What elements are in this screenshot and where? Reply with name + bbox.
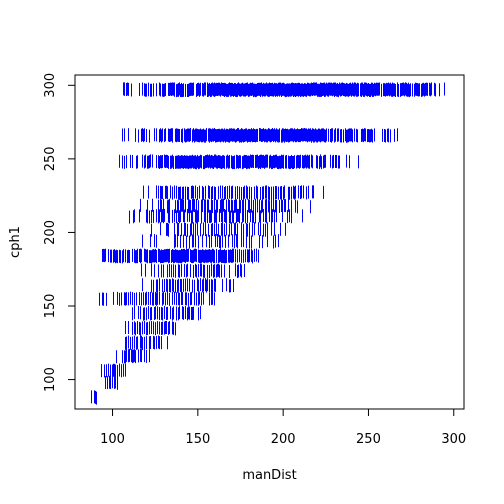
band-155 (99, 291, 215, 306)
band-211 (129, 208, 303, 224)
band-98 (105, 375, 118, 390)
x-tick-label: 250 (356, 432, 381, 447)
band-135 (125, 320, 176, 336)
y-axis-label: cph1 (8, 226, 23, 258)
band-266 (122, 127, 398, 143)
band-106 (101, 363, 126, 379)
x-tick-label: 100 (100, 432, 125, 447)
band-184 (102, 248, 259, 264)
band-164 (142, 278, 234, 293)
x-tick-label: 300 (441, 432, 466, 447)
y-tick-label: 200 (43, 220, 58, 245)
y-tick-label: 250 (43, 146, 58, 171)
y-tick-label: 300 (43, 73, 58, 98)
band-248 (119, 154, 359, 170)
x-tick-label: 150 (185, 432, 210, 447)
x-axis: 100 150 200 250 300 (100, 408, 466, 447)
band-125 (125, 335, 168, 351)
y-tick-label: 100 (43, 367, 58, 392)
data-points (91, 82, 445, 405)
band-174 (141, 263, 245, 279)
y-tick-label: 150 (43, 294, 58, 319)
band-194 (142, 233, 279, 249)
band-297 (123, 82, 445, 98)
y-axis: 100 150 200 250 300 (43, 73, 76, 392)
x-axis-label: manDist (242, 468, 296, 483)
band-145 (132, 305, 201, 321)
band-88 (91, 390, 97, 405)
band-227 (143, 185, 324, 201)
x-tick-label: 200 (271, 432, 296, 447)
band-116 (116, 348, 150, 364)
band-202 (151, 222, 286, 237)
